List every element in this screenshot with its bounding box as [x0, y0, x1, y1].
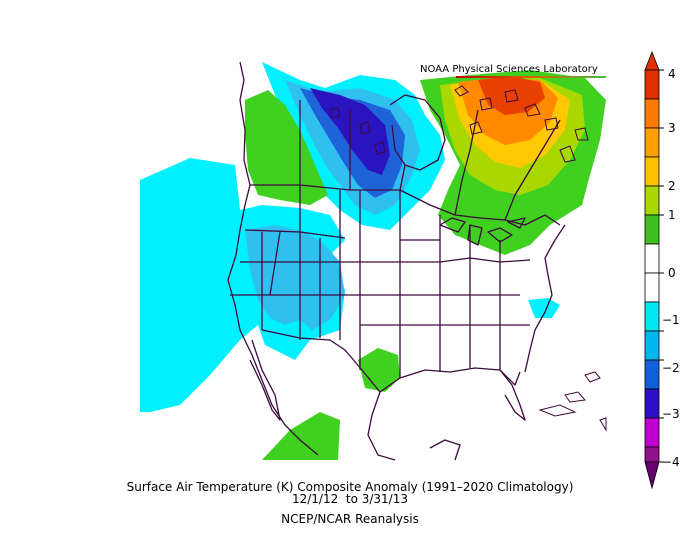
- arctic-islands: [329, 85, 607, 432]
- colorbar-box-3: [644, 127, 660, 158]
- red-region: [478, 76, 545, 115]
- cyan-region-pacific: [140, 158, 345, 412]
- caption-dataset: NCEP/NCAR Reanalysis: [281, 512, 419, 526]
- colorbar-bottom-arrow: [644, 461, 660, 490]
- colorbar-box-1: [644, 69, 660, 100]
- colorbar-box-11: [644, 359, 660, 390]
- colorbar-box-13: [644, 417, 660, 448]
- colorbar-box-8: [644, 272, 660, 303]
- colorbar: [644, 50, 660, 490]
- cyan-region-atlantic: [528, 298, 560, 318]
- colorbar-box-10: [644, 330, 660, 361]
- colorbar-tick-label: −1: [662, 313, 680, 327]
- colorbar-tick-label: 2: [668, 179, 676, 193]
- colorbar-box-7: [644, 243, 660, 274]
- colorbar-tick-label: −3: [662, 407, 680, 421]
- colorbar-tick-label: 4: [668, 67, 676, 81]
- colorbar-ticks: [659, 69, 664, 463]
- colorbar-tick-label: 0: [668, 266, 676, 280]
- colorbar-box-9: [644, 301, 660, 332]
- colorbar-box-6: [644, 214, 660, 245]
- colorbar-tick-label: 1: [668, 208, 676, 222]
- green-region-texas: [358, 348, 400, 392]
- map-field: [140, 62, 607, 461]
- caption-date-range: 12/1/12 to 3/31/13: [291, 492, 408, 506]
- colorbar-box-14: [644, 446, 660, 463]
- colorbar-tick-label: 3: [668, 121, 676, 135]
- colorbar-box-12: [644, 388, 660, 419]
- colorbar-top-arrow: [644, 50, 660, 71]
- colorbar-tick-label: −2: [662, 361, 680, 375]
- credit-label: NOAA Physical Sciences Laboratory: [420, 64, 598, 75]
- green-region-northwest: [245, 90, 328, 205]
- green-region-mexico: [262, 412, 340, 460]
- political-borders: [227, 62, 566, 461]
- caption-title: Surface Air Temperature (K) Composite An…: [126, 480, 574, 494]
- credit-underline: [456, 76, 606, 78]
- colorbar-tick-label: −4: [662, 455, 680, 469]
- colorbar-box-4: [644, 156, 660, 187]
- colorbar-box-2: [644, 98, 660, 129]
- colorbar-box-5: [644, 185, 660, 216]
